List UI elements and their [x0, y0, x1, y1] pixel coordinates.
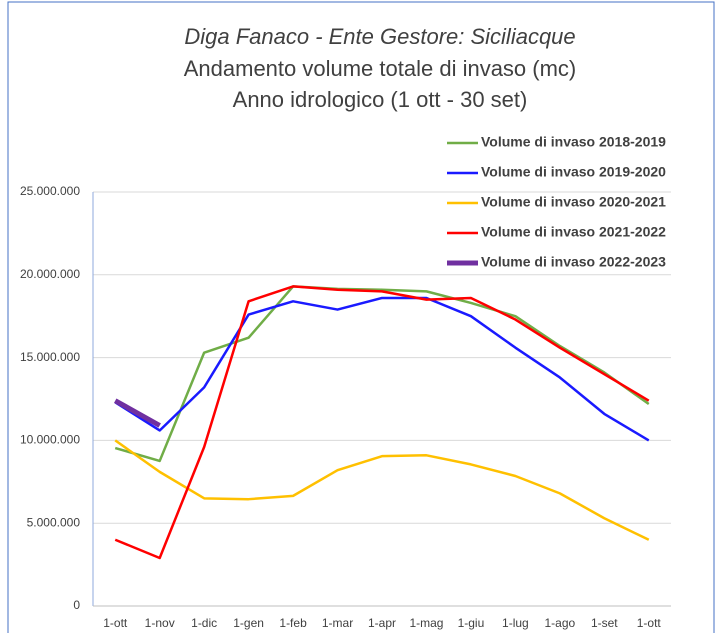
- x-tick-label: 1-feb: [279, 616, 307, 630]
- x-tick-label: 1-giu: [458, 616, 485, 630]
- legend-label: Volume di invaso 2018-2019: [481, 134, 666, 150]
- y-tick-label: 5.000.000: [27, 515, 81, 529]
- x-tick-label: 1-nov: [145, 616, 175, 630]
- x-tick-label: 1-ago: [544, 616, 575, 630]
- chart-subtitle: Anno idrologico (1 ott - 30 set): [233, 87, 528, 112]
- y-tick-label: 0: [73, 598, 80, 612]
- y-tick-label: 15.000.000: [20, 350, 80, 364]
- x-tick-label: 1-gen: [233, 616, 264, 630]
- y-tick-label: 20.000.000: [20, 267, 80, 281]
- x-tick-label: 1-dic: [191, 616, 217, 630]
- chart-title: Diga Fanaco - Ente Gestore: Siciliacque: [184, 24, 575, 49]
- x-tick-label: 1-ott: [103, 616, 128, 630]
- legend-label: Volume di invaso 2022-2023: [481, 254, 666, 270]
- y-tick-label: 25.000.000: [20, 184, 80, 198]
- y-tick-label: 10.000.000: [20, 433, 80, 447]
- x-tick-label: 1-apr: [368, 616, 396, 630]
- x-tick-label: 1-mar: [322, 616, 353, 630]
- series-line: [114, 398, 161, 428]
- x-tick-label: 1-ott: [637, 616, 662, 630]
- x-tick-label: 1-mag: [409, 616, 443, 630]
- legend-label: Volume di invaso 2021-2022: [481, 224, 666, 240]
- series-line: [114, 285, 650, 463]
- legend-label: Volume di invaso 2019-2020: [481, 164, 666, 180]
- legend-label: Volume di invaso 2020-2021: [481, 194, 666, 210]
- series-line: [114, 439, 650, 541]
- chart-border: [7, 1, 715, 633]
- chart-subtitle: Andamento volume totale di invaso (mc): [184, 56, 577, 81]
- series-line: [114, 296, 650, 442]
- x-tick-label: 1-set: [591, 616, 618, 630]
- x-tick-label: 1-lug: [502, 616, 529, 630]
- series-line: [114, 285, 650, 560]
